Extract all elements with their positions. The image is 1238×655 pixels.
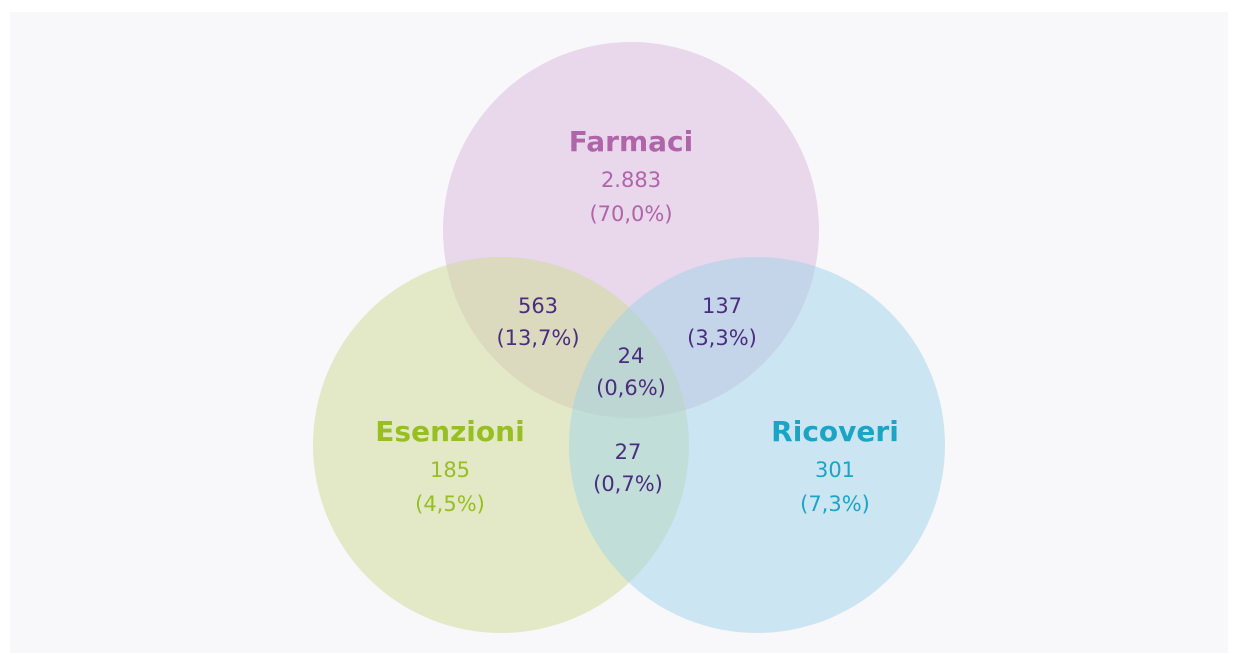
- intersection-percent: (13,7%): [496, 326, 579, 350]
- intersection-percent: (3,3%): [687, 326, 757, 350]
- set-percent: (7,3%): [800, 492, 870, 516]
- set-name: Esenzioni: [375, 415, 524, 448]
- set-name: Ricoveri: [771, 415, 899, 448]
- set-count: 185: [430, 458, 470, 482]
- ricoveri-circle: [569, 257, 945, 633]
- set-name: Farmaci: [569, 125, 693, 158]
- set-percent: (70,0%): [589, 202, 672, 226]
- intersection-count: 27: [615, 440, 642, 464]
- intersection-count: 24: [618, 344, 645, 368]
- intersection-percent: (0,6%): [596, 376, 666, 400]
- intersection-percent: (0,7%): [593, 472, 663, 496]
- set-count: 301: [815, 458, 855, 482]
- set-percent: (4,5%): [415, 492, 485, 516]
- set-count: 2.883: [601, 168, 661, 192]
- intersection-count: 137: [702, 294, 742, 318]
- intersection-count: 563: [518, 294, 558, 318]
- labels: Farmaci 2.883 (70,0%) Esenzioni 185 (4,5%) Ric…: [375, 125, 899, 516]
